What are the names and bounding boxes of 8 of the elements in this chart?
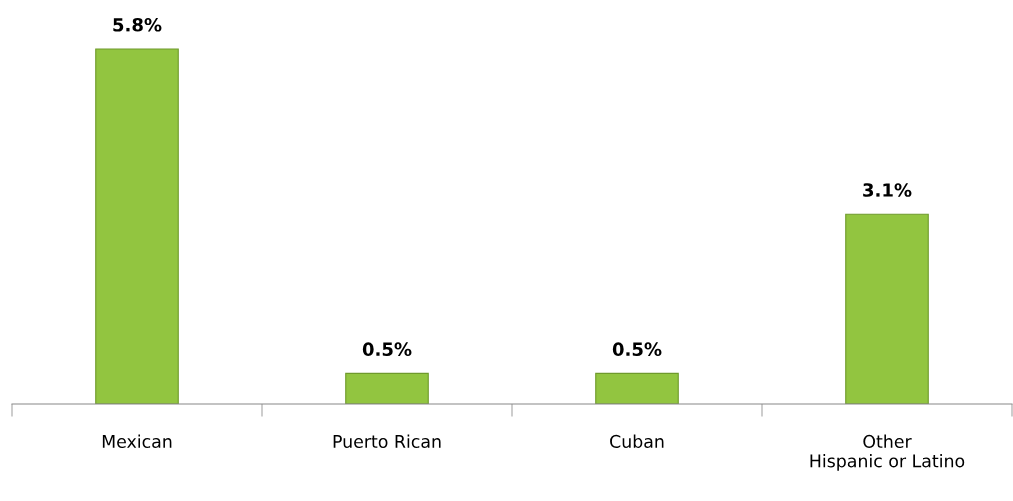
data-label: 3.1% [863,183,912,197]
data-label: 5.8% [113,17,162,32]
data-label: 0.5% [612,342,662,357]
x-tick-label: Cuban [610,434,664,448]
x-tick-label: Other Hispanic or Latino [810,434,965,471]
data-label: 0.5% [362,342,412,357]
x-tick-label: Mexican [102,434,172,448]
x-tick-label: Puerto Rican [333,434,441,448]
